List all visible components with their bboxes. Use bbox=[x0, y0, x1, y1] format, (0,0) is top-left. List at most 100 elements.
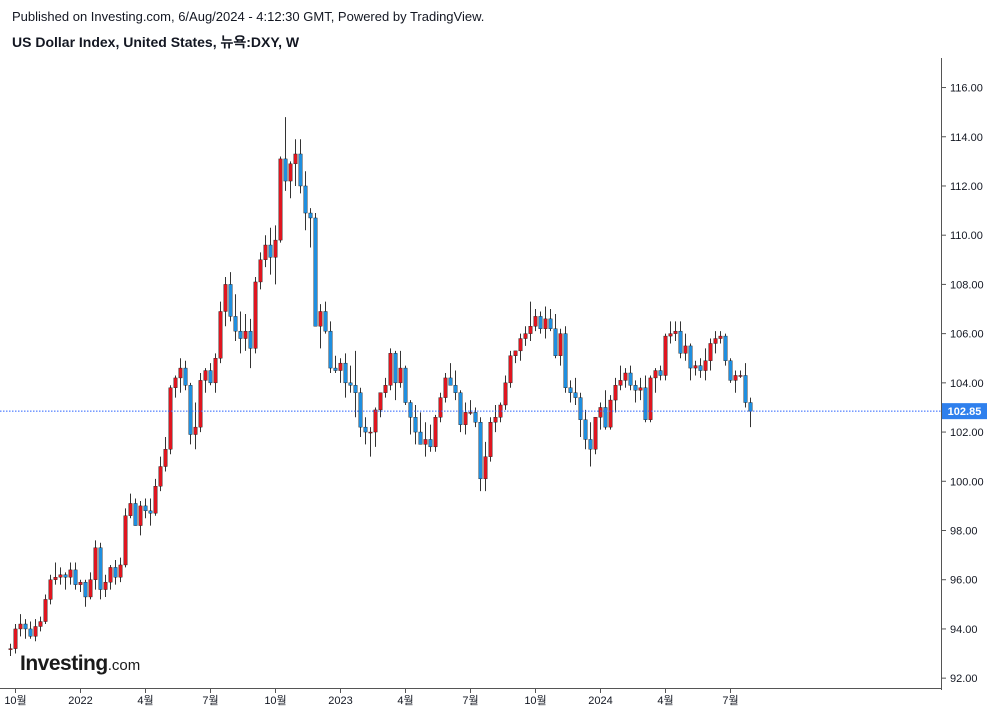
candle bbox=[308, 208, 313, 248]
candle-body-down bbox=[428, 439, 433, 448]
candle bbox=[418, 412, 423, 445]
candle-body-up bbox=[493, 417, 498, 423]
candle-body-down bbox=[343, 362, 348, 384]
candle bbox=[128, 493, 133, 519]
candle-body-down bbox=[148, 510, 153, 514]
candle bbox=[543, 306, 548, 339]
candle bbox=[553, 313, 558, 359]
candle bbox=[258, 252, 263, 290]
candle bbox=[238, 311, 243, 354]
candle bbox=[123, 508, 128, 568]
logo-domain: .com bbox=[107, 657, 141, 674]
candle-body-up bbox=[373, 409, 378, 433]
candle bbox=[73, 562, 78, 590]
candle-body-up bbox=[68, 569, 73, 578]
candle bbox=[638, 377, 643, 401]
candle-body-up bbox=[518, 338, 523, 352]
candle-body-up bbox=[13, 628, 18, 649]
candle-body-up bbox=[673, 330, 678, 334]
candle-body-up bbox=[463, 412, 468, 425]
candle-body-up bbox=[378, 392, 383, 411]
candle bbox=[708, 338, 713, 371]
candle bbox=[263, 235, 268, 268]
candle bbox=[143, 498, 148, 519]
candle bbox=[103, 574, 108, 597]
candle-body-down bbox=[458, 392, 463, 425]
x-tick-label: 10월 bbox=[524, 694, 546, 707]
candle bbox=[353, 350, 358, 418]
candle-body-down bbox=[448, 377, 453, 386]
candle-body-up bbox=[243, 330, 248, 339]
candle-body-down bbox=[643, 387, 648, 420]
candle-body-down bbox=[208, 370, 213, 384]
candle-body-down bbox=[313, 217, 318, 327]
candle-body-down bbox=[583, 419, 588, 440]
candle bbox=[208, 363, 213, 386]
candle bbox=[513, 350, 518, 364]
candle bbox=[198, 373, 203, 433]
x-tick-label: 4월 bbox=[397, 694, 413, 707]
candle-body-down bbox=[298, 153, 303, 187]
y-tick-label: 108.00 bbox=[950, 279, 984, 291]
candle bbox=[358, 387, 363, 437]
candle bbox=[683, 333, 688, 361]
candle bbox=[698, 358, 703, 378]
candle-body-up bbox=[108, 567, 113, 583]
candle bbox=[183, 360, 188, 391]
candle bbox=[8, 643, 13, 657]
candle bbox=[603, 390, 608, 430]
x-tick-label: 10월 bbox=[264, 694, 286, 707]
candle bbox=[733, 370, 738, 393]
candle-body-up bbox=[158, 466, 163, 487]
candle bbox=[173, 375, 178, 398]
candle-body-up bbox=[203, 370, 208, 381]
candle-body-up bbox=[263, 244, 268, 260]
candle bbox=[713, 331, 718, 354]
candle bbox=[463, 402, 468, 435]
candle bbox=[178, 358, 183, 393]
candle bbox=[528, 301, 533, 342]
candle bbox=[593, 417, 598, 455]
candle-body-down bbox=[688, 345, 693, 369]
candle-body-up bbox=[53, 577, 58, 580]
candle bbox=[563, 326, 568, 393]
candle bbox=[578, 392, 583, 437]
candle bbox=[468, 400, 473, 415]
last-price-label: 102.85 bbox=[948, 406, 982, 418]
candle-body-up bbox=[368, 431, 373, 434]
candle-body-up bbox=[693, 365, 698, 369]
candle bbox=[653, 368, 658, 393]
candle-body-up bbox=[423, 439, 428, 445]
candle bbox=[88, 572, 93, 600]
candle bbox=[63, 572, 68, 590]
candle bbox=[583, 409, 588, 450]
candle-body-up bbox=[383, 385, 388, 393]
candle-body-down bbox=[743, 375, 748, 403]
candle bbox=[268, 227, 273, 275]
candle bbox=[738, 370, 743, 378]
candle-body-up bbox=[648, 377, 653, 420]
candle bbox=[398, 350, 403, 388]
candle-body-down bbox=[628, 372, 633, 386]
candle-body-down bbox=[333, 367, 338, 371]
candle bbox=[473, 407, 478, 428]
candle-body-up bbox=[513, 350, 518, 356]
candle bbox=[303, 171, 308, 231]
candle bbox=[508, 350, 513, 388]
y-tick-label: 94.00 bbox=[950, 624, 978, 636]
x-tick-label: 2022 bbox=[68, 695, 92, 707]
candle-body-up bbox=[163, 449, 168, 467]
candle-body-up bbox=[58, 574, 63, 578]
candle bbox=[628, 365, 633, 391]
candle-body-down bbox=[268, 244, 273, 258]
candle bbox=[48, 574, 53, 605]
candle-body-down bbox=[238, 330, 243, 339]
candle bbox=[693, 360, 698, 376]
candle-body-up bbox=[713, 338, 718, 344]
candle-body-up bbox=[123, 515, 128, 566]
candle-body-down bbox=[728, 360, 733, 381]
candle-body-up bbox=[618, 380, 623, 386]
candle bbox=[243, 313, 248, 351]
candle bbox=[688, 343, 693, 381]
